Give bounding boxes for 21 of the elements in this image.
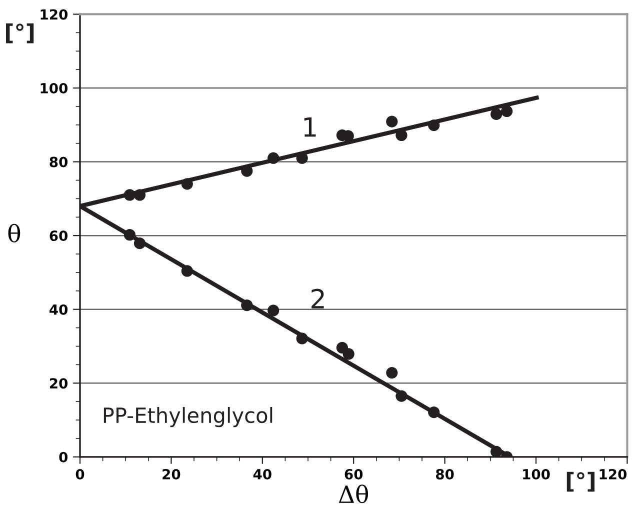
- x-axis-title: Δθ: [338, 484, 368, 504]
- text: [°]: [566, 472, 594, 492]
- text: [°]: [6, 23, 34, 44]
- x-tick-label: 40: [253, 468, 272, 480]
- y-tick-label: 60: [50, 230, 68, 242]
- x-tick-label: 100: [523, 468, 550, 480]
- x-tick-label: 80: [436, 468, 454, 480]
- x-tick-label: 60: [344, 468, 363, 480]
- x-tick-label: 120: [600, 468, 627, 480]
- x-tick-label: 20: [162, 468, 180, 480]
- annotation: PP-Ethylenglycol: [104, 406, 272, 428]
- y-tick-label: 0: [59, 452, 68, 462]
- x-tick-label: 0: [76, 468, 84, 480]
- y-tick-label: 40: [49, 304, 68, 315]
- y-tick-label: 100: [40, 82, 68, 94]
- y-tick-label: 80: [50, 156, 68, 168]
- y-tick-label: 120: [40, 9, 68, 20]
- y-axis-title: θ: [8, 224, 20, 242]
- annotation: 2: [312, 288, 324, 308]
- annotation: 1: [304, 117, 316, 137]
- y-tick-label: 20: [50, 378, 68, 389]
